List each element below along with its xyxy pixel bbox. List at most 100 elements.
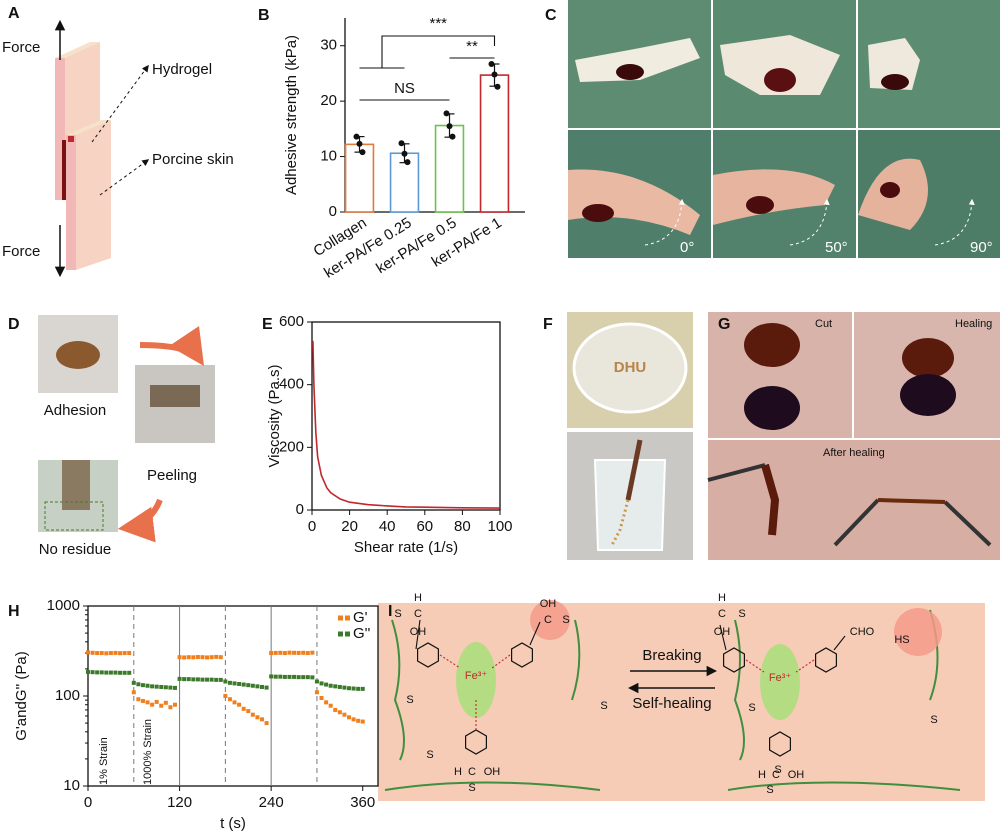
data-point <box>237 681 242 686</box>
x-tick-label: 100 <box>487 518 512 535</box>
data-point <box>360 686 365 691</box>
y-tick-label: 20 <box>320 92 337 109</box>
data-point <box>163 700 168 705</box>
benzene-ring <box>417 642 439 668</box>
data-point <box>150 702 155 707</box>
data-point <box>324 682 329 687</box>
y-tick-label: 400 <box>279 376 304 393</box>
data-point <box>333 684 338 689</box>
data-point <box>305 675 310 680</box>
data-point <box>182 655 187 660</box>
data-point <box>347 715 351 720</box>
data-point <box>250 712 255 717</box>
after-healing-label: After healing <box>823 447 885 459</box>
significance-label: *** <box>429 15 447 32</box>
x-tick-label: 360 <box>350 794 375 811</box>
bar <box>344 143 375 213</box>
data-point <box>296 650 301 655</box>
legend-label: G'' <box>353 625 371 642</box>
x-axis-title: Shear rate (1/s) <box>354 539 458 556</box>
x-tick-label: 120 <box>167 794 192 811</box>
bond <box>833 635 846 651</box>
data-point <box>214 654 219 659</box>
data-point <box>131 690 136 695</box>
data-point <box>95 670 100 675</box>
y-tick-label: 10 <box>63 777 80 794</box>
data-point <box>305 651 310 656</box>
data-point <box>292 650 297 655</box>
data-point <box>205 655 210 660</box>
data-point <box>328 683 333 688</box>
data-point <box>282 674 287 679</box>
data-point <box>260 684 264 689</box>
data-point <box>113 650 118 655</box>
bar <box>479 74 510 213</box>
hydrogel-label: Hydrogel <box>152 61 212 78</box>
data-point <box>90 650 95 655</box>
data-point <box>356 686 361 691</box>
data-point <box>232 681 237 686</box>
data-point <box>488 61 495 68</box>
data-point <box>273 674 278 679</box>
data-point <box>292 674 297 679</box>
data-point <box>168 685 173 690</box>
data-point <box>324 700 329 705</box>
panel-g-photos <box>707 312 1000 560</box>
y-tick-label: 200 <box>279 438 304 455</box>
y-tick-label: 1000 <box>47 597 80 614</box>
data-point <box>223 694 228 698</box>
force-label: Force <box>2 243 40 260</box>
data-point <box>99 651 104 656</box>
angle-label: 0° <box>680 239 694 256</box>
y-tick-label: 10 <box>320 148 337 165</box>
data-point <box>209 677 214 682</box>
data-point <box>287 674 292 679</box>
significance-label: NS <box>394 80 415 97</box>
panel-f-photos <box>567 312 693 560</box>
y-tick-label: 0 <box>329 203 337 220</box>
atom-label: H <box>414 592 422 604</box>
panel-letter: H <box>8 603 20 620</box>
data-point <box>118 670 123 675</box>
data-point <box>136 682 141 687</box>
bar <box>434 124 465 213</box>
data-point <box>237 702 242 707</box>
y-tick-label: 0 <box>296 501 304 518</box>
data-point <box>255 715 260 720</box>
atom-label: C <box>718 608 726 620</box>
data-point <box>173 685 177 690</box>
strain-label: 1000% Strain <box>142 719 154 785</box>
atom-label: H <box>758 769 766 781</box>
significance-label: ** <box>466 38 478 55</box>
step-label: Peeling <box>147 467 197 484</box>
benzene-ring <box>511 642 534 668</box>
data-point <box>443 110 450 117</box>
data-point <box>301 650 306 655</box>
data-point <box>342 712 347 717</box>
atom-label: CHO <box>850 626 875 638</box>
atom-label: S <box>468 782 475 794</box>
data-point <box>177 655 182 660</box>
atom-label: OH <box>410 626 427 638</box>
data-point <box>356 718 361 723</box>
atom-label: OH <box>540 598 557 610</box>
data-point <box>351 717 356 722</box>
y-tick-label: 600 <box>279 313 304 330</box>
data-point <box>86 669 90 674</box>
data-point <box>118 651 123 656</box>
data-point <box>347 686 351 691</box>
data-point <box>218 677 223 682</box>
y-tick-label: 100 <box>55 687 80 704</box>
data-point <box>269 651 274 656</box>
data-point <box>398 140 405 147</box>
healing-label: Healing <box>955 318 992 330</box>
data-point <box>154 699 159 704</box>
x-tick-label: 40 <box>379 518 396 535</box>
atom-label: S <box>562 614 569 626</box>
data-point <box>273 650 278 655</box>
benzene-ring <box>722 647 746 673</box>
breaking-label: Breaking <box>642 647 701 664</box>
data-point <box>337 710 342 715</box>
data-point <box>127 670 132 675</box>
